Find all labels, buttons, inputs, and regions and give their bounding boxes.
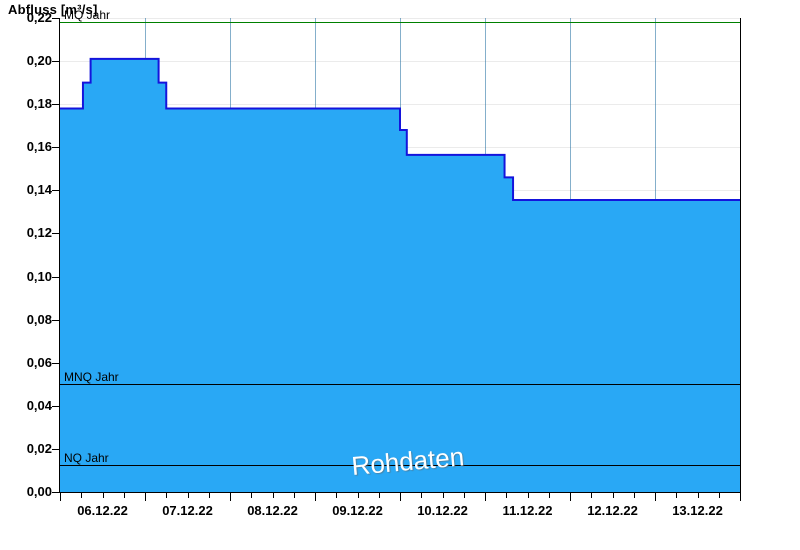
discharge-step-series	[60, 18, 740, 492]
x-tick-label: 06.12.22	[77, 503, 128, 518]
y-tick-label: 0,18	[4, 96, 52, 111]
reference-line-nq-jahr	[60, 465, 741, 466]
x-tick-label: 11.12.22	[503, 503, 553, 518]
y-axis-line	[59, 18, 60, 493]
y-tick-label: 0,00	[4, 484, 52, 499]
y-tick	[52, 449, 59, 450]
x-tick-label: 07.12.22	[162, 503, 213, 518]
y-tick-label: 0,08	[4, 312, 52, 327]
x-tick-major	[655, 493, 656, 501]
x-tick-minor	[719, 493, 720, 498]
plot-right-border	[740, 18, 741, 492]
x-tick-minor	[506, 493, 507, 498]
x-tick-major	[145, 493, 146, 501]
x-tick-label: 09.12.22	[332, 503, 383, 518]
reference-label-mnq-jahr: MNQ Jahr	[64, 370, 119, 384]
y-tick-label: 0,06	[4, 355, 52, 370]
x-tick-major	[315, 493, 316, 501]
y-tick	[52, 104, 59, 105]
x-tick-minor	[549, 493, 550, 498]
x-tick-minor	[421, 493, 422, 498]
x-tick-minor	[464, 493, 465, 498]
x-tick-minor	[166, 493, 167, 498]
y-tick-label: 0,20	[4, 53, 52, 68]
reference-line-mq-jahr	[60, 22, 741, 23]
reference-label-mq-jahr: MQ Jahr	[64, 8, 110, 22]
y-tick	[52, 61, 59, 62]
x-tick-minor	[336, 493, 337, 498]
x-tick-minor	[379, 493, 380, 498]
x-tick-minor	[634, 493, 635, 498]
x-tick-major	[570, 493, 571, 501]
x-tick-minor	[591, 493, 592, 498]
y-tick	[52, 363, 59, 364]
x-tick-minor	[443, 493, 444, 498]
x-tick-major	[740, 493, 741, 501]
x-tick-minor	[676, 493, 677, 498]
y-tick	[52, 277, 59, 278]
y-tick	[52, 147, 59, 148]
x-tick-minor	[358, 493, 359, 498]
x-tick-label: 10.12.22	[417, 503, 468, 518]
y-tick	[52, 492, 59, 493]
x-tick-major	[60, 493, 61, 501]
x-tick-minor	[124, 493, 125, 498]
y-tick-label: 0,16	[4, 139, 52, 154]
reference-label-nq-jahr: NQ Jahr	[64, 451, 109, 465]
y-tick	[52, 233, 59, 234]
x-tick-major	[230, 493, 231, 501]
y-tick-label: 0,04	[4, 398, 52, 413]
y-axis-ticks: 0,00 0,02 0,04 0,06 0,08 0,10 0,12 0,14 0,16 0,18…	[0, 0, 52, 550]
x-tick-label: 08.12.22	[247, 503, 298, 518]
reference-line-mnq-jahr	[60, 384, 741, 385]
x-tick-minor	[528, 493, 529, 498]
y-tick-label: 0,02	[4, 441, 52, 456]
y-tick-label: 0,12	[4, 225, 52, 240]
x-tick-label: 13.12.22	[672, 503, 723, 518]
x-tick-major	[400, 493, 401, 501]
x-tick-minor	[698, 493, 699, 498]
x-tick-minor	[294, 493, 295, 498]
y-tick	[52, 18, 59, 19]
x-tick-major	[485, 493, 486, 501]
x-tick-minor	[103, 493, 104, 498]
x-tick-label: 12.12.22	[587, 503, 638, 518]
x-tick-minor	[251, 493, 252, 498]
x-tick-minor	[81, 493, 82, 498]
y-tick-label: 0,10	[4, 269, 52, 284]
y-tick-label: 0,14	[4, 182, 52, 197]
x-tick-minor	[188, 493, 189, 498]
x-tick-minor	[273, 493, 274, 498]
x-tick-minor	[613, 493, 614, 498]
x-tick-minor	[209, 493, 210, 498]
y-tick	[52, 406, 59, 407]
chart-canvas: Abfluss [m³/s] MQ JahrMNQ JahrNQ Jahr 0,…	[0, 0, 800, 550]
y-tick	[52, 320, 59, 321]
y-tick	[52, 190, 59, 191]
y-tick-label: 0,22	[4, 10, 52, 25]
